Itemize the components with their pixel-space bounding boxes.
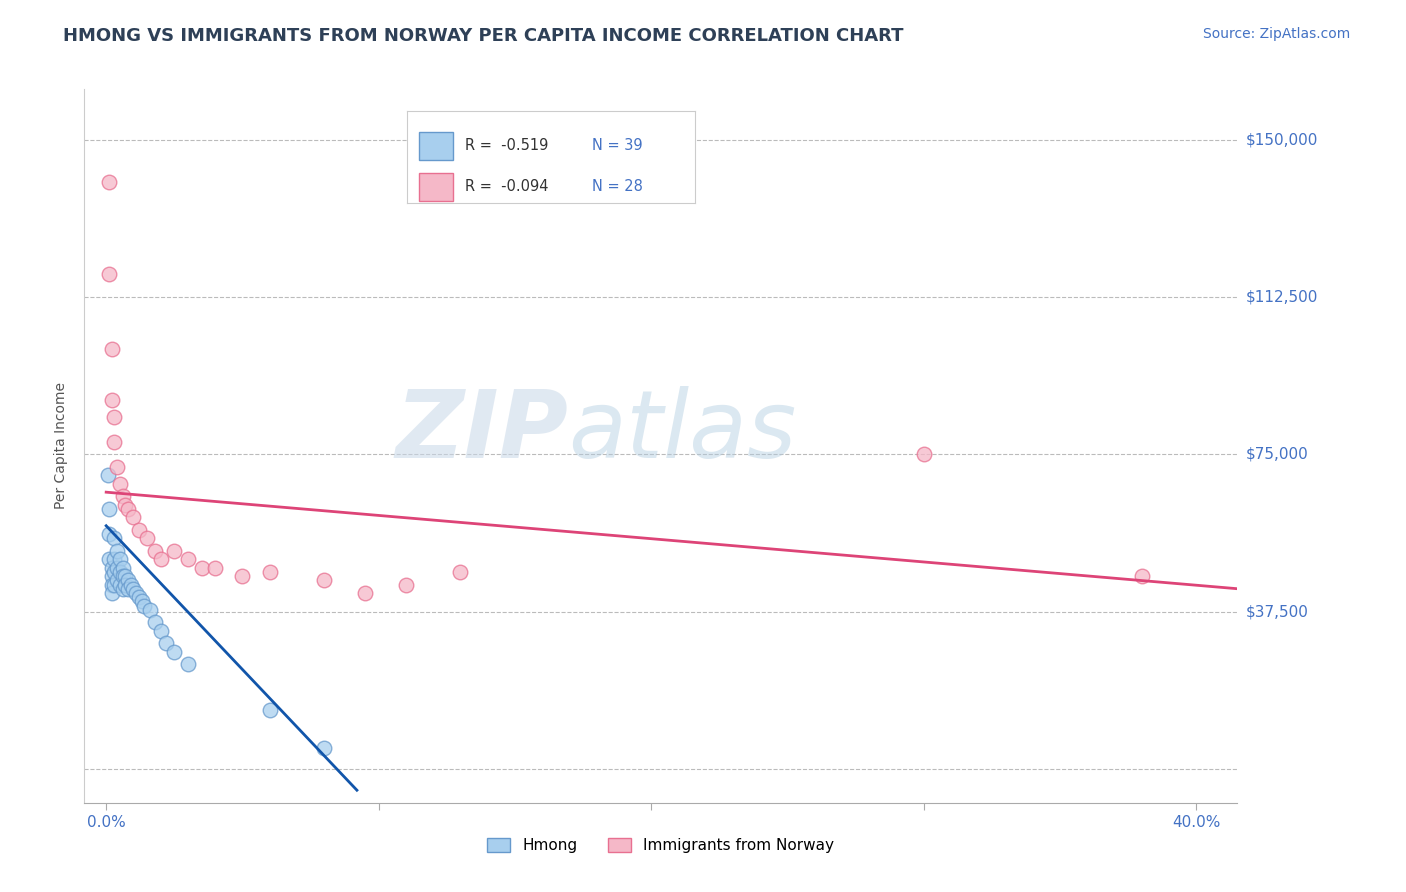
Point (143, 544, 166, 558)
Point (139, 603, 162, 617)
Text: Source: ZipAtlas.com: Source: ZipAtlas.com (1202, 27, 1350, 41)
Point (128, 590, 150, 604)
Point (163, 645, 186, 659)
Point (111, 560, 134, 574)
Point (114, 577, 136, 591)
Point (314, 574, 336, 588)
Point (231, 569, 253, 583)
Point (100, 343, 122, 357)
Text: HMONG VS IMMIGRANTS FROM NORWAY PER CAPITA INCOME CORRELATION CHART: HMONG VS IMMIGRANTS FROM NORWAY PER CAPI… (63, 27, 904, 45)
Point (105, 460, 128, 475)
Point (103, 565, 125, 579)
Y-axis label: Per Capita Income: Per Capita Income (55, 383, 69, 509)
Point (114, 498, 136, 512)
Point (111, 569, 134, 583)
Point (111, 582, 134, 596)
Text: $112,500: $112,500 (1246, 290, 1317, 304)
Point (120, 577, 142, 591)
Point (105, 574, 128, 588)
Point (97, 527, 120, 541)
Text: $37,500: $37,500 (1246, 604, 1309, 619)
Point (114, 569, 136, 583)
Point (100, 586, 122, 600)
Point (117, 502, 139, 516)
Text: $150,000: $150,000 (1246, 132, 1317, 147)
Point (155, 636, 177, 650)
Point (122, 582, 145, 596)
Point (143, 615, 166, 630)
Point (103, 577, 125, 591)
Point (105, 560, 128, 574)
Point (354, 586, 377, 600)
Point (259, 565, 281, 579)
Point (149, 552, 172, 566)
Point (100, 560, 122, 574)
Point (105, 544, 128, 558)
Point (97, 502, 120, 516)
Point (122, 510, 145, 524)
Point (97, 552, 120, 566)
Point (108, 476, 131, 491)
Point (125, 586, 148, 600)
Point (131, 594, 153, 608)
Point (204, 560, 226, 574)
Point (103, 409, 125, 424)
Legend: Hmong, Immigrants from Norway: Hmong, Immigrants from Norway (481, 832, 841, 859)
Point (96, 468, 118, 483)
Point (103, 434, 125, 449)
Point (128, 523, 150, 537)
Point (450, 565, 472, 579)
Point (117, 582, 139, 596)
Point (103, 552, 125, 566)
Point (100, 577, 122, 591)
Point (97, 267, 120, 281)
Text: ZIP: ZIP (395, 385, 568, 478)
Point (117, 574, 139, 588)
Point (108, 552, 131, 566)
Point (177, 657, 200, 672)
Point (134, 599, 156, 613)
Point (100, 569, 122, 583)
Point (314, 741, 336, 756)
Point (149, 624, 172, 638)
Point (111, 489, 134, 503)
Point (108, 577, 131, 591)
Point (108, 565, 131, 579)
Point (912, 447, 935, 461)
Point (100, 392, 122, 407)
Text: $75,000: $75,000 (1246, 447, 1309, 462)
Point (177, 552, 200, 566)
Point (259, 703, 281, 717)
Point (103, 532, 125, 546)
Point (97, 175, 120, 189)
Point (190, 560, 212, 574)
Point (136, 532, 159, 546)
Point (163, 544, 186, 558)
Point (395, 577, 418, 591)
Text: atlas: atlas (568, 386, 797, 477)
Point (1130, 569, 1153, 583)
